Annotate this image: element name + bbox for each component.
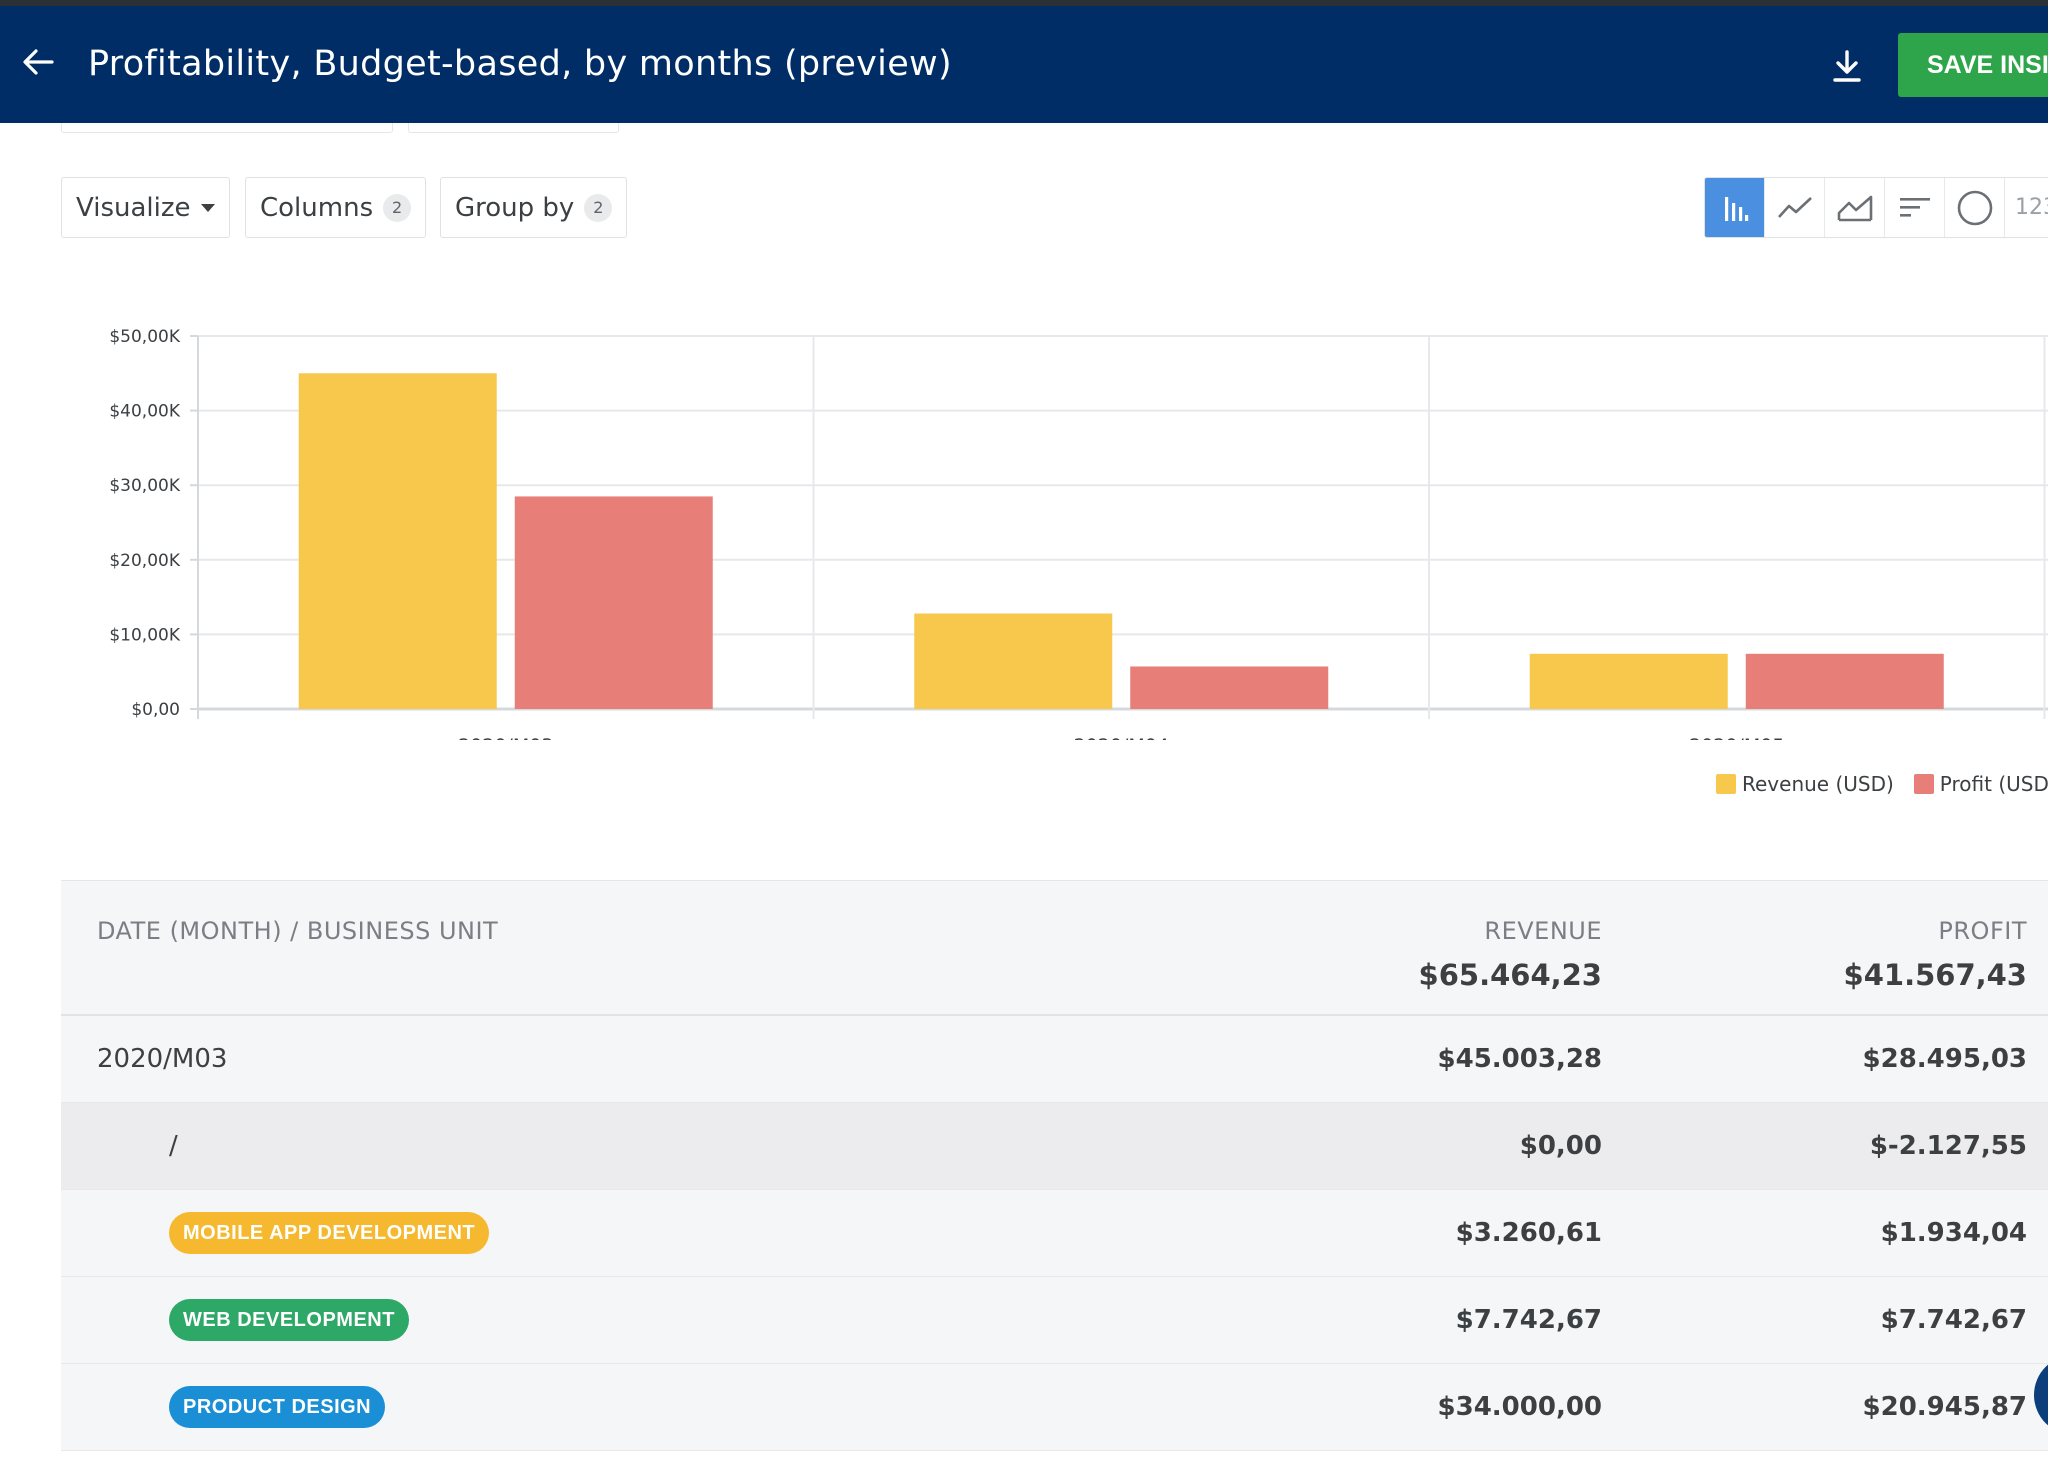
row-label: 2020/M03 [97,1044,228,1074]
column-header-revenue[interactable]: REVENUE [1484,917,1602,945]
view-bar-chart-button[interactable] [1705,178,1765,237]
table-row-month[interactable]: 2020/M03 $45.003,28 $28.495,03 [61,1016,2048,1103]
y-tick-label: $40,00K [109,402,180,422]
row-revenue: $0,00 [1519,1131,1602,1161]
table-header: DATE (MONTH) / BUSINESS UNIT REVENUE PRO… [61,880,2048,1016]
app-header: Profitability, Budget-based, by months (… [0,6,2048,123]
business-unit-tag[interactable]: MOBILE APP DEVELOPMENT [169,1212,490,1254]
download-button[interactable] [1828,46,1866,88]
profit-bar [1130,666,1329,709]
legend-item-revenue: Revenue (USD) [1716,772,1894,796]
column-header-label[interactable]: DATE (MONTH) / BUSINESS UNIT [97,917,499,945]
legend-item-profit: Profit (USD) [1913,772,2048,796]
page-title: Profitability, Budget-based, by months (… [88,44,952,84]
profit-bar [1745,653,1944,709]
table-row[interactable]: / $0,00 $-2.127,55 [61,1103,2048,1190]
x-tick-label: 2020/M05 [1689,735,1784,740]
y-tick-label: $20,00K [109,551,180,571]
back-button[interactable] [18,42,58,82]
total-revenue: $65.464,23 [1418,958,1602,992]
row-label: / [169,1131,178,1161]
view-pie-chart-button[interactable] [1945,178,2005,237]
revenue-bar [1529,653,1728,709]
business-unit-tag[interactable]: WEB DEVELOPMENT [169,1299,409,1341]
data-table: DATE (MONTH) / BUSINESS UNIT REVENUE PRO… [61,880,2048,1451]
column-header-profit[interactable]: PROFIT [1938,917,2027,945]
row-revenue: $3.260,61 [1455,1218,1602,1248]
bar-chart: $0,00 $10,00K $20,00K $30,00K $40,00K $50,00K… [109,327,2048,740]
columns-count-badge: 2 [383,193,412,222]
view-number-button[interactable]: 123 [2015,195,2048,220]
y-tick-label: $50,00K [109,327,180,347]
view-line-chart-button[interactable] [1765,178,1825,237]
columns-label: Columns [260,192,374,223]
row-profit: $7.742,67 [1880,1305,2027,1335]
x-tick-label: 2020/M04 [1074,735,1169,740]
group-by-label: Group by [455,192,575,223]
table-row[interactable]: MOBILE APP DEVELOPMENT $3.260,61 $1.934,… [61,1190,2048,1277]
chart-legend: Revenue (USD) Profit (USD) [1716,772,2048,796]
row-profit: $20.945,87 [1862,1392,2027,1422]
bar-chart-icon [1724,196,1748,221]
visualize-dropdown[interactable]: Visualize [61,177,230,238]
area-chart-icon [1837,195,1872,221]
group-by-count-badge: 2 [584,193,613,222]
filter-field[interactable] [408,123,619,133]
view-area-chart-button[interactable] [1825,178,1885,237]
window-top-strip [0,0,2048,6]
caret-down-icon [200,203,215,212]
visualize-label: Visualize [76,192,191,223]
business-unit-tag[interactable]: PRODUCT DESIGN [169,1386,386,1428]
view-mode-switch: 123 [1704,177,2048,238]
revenue-bar [298,373,497,709]
filter-field[interactable] [61,123,393,133]
row-profit: $-2.127,55 [1869,1131,2027,1161]
y-tick-label: $30,00K [109,476,180,496]
sort-list-icon [1899,197,1930,217]
legend-swatch-profit [1913,774,1934,794]
columns-button[interactable]: Columns 2 [245,177,427,238]
download-icon [1833,50,1861,82]
y-tick-label: $0,00 [131,700,180,720]
row-revenue: $7.742,67 [1455,1305,1602,1335]
pie-chart-icon [1957,190,1992,225]
profit-bar [514,496,713,709]
table-row[interactable]: WEB DEVELOPMENT $7.742,67 $7.742,67 [61,1277,2048,1364]
revenue-bar [914,613,1113,709]
legend-swatch-revenue [1716,774,1736,794]
row-revenue: $45.003,28 [1437,1044,1602,1074]
legend-label-revenue: Revenue (USD) [1742,772,1894,796]
save-insight-button[interactable]: SAVE INSIGHT [1898,33,2048,97]
arrow-left-icon [23,49,54,75]
row-profit: $1.934,04 [1880,1218,2027,1248]
table-row[interactable]: PRODUCT DESIGN $34.000,00 $20.945,87 [61,1364,2048,1451]
y-tick-label: $10,00K [109,625,180,645]
row-revenue: $34.000,00 [1437,1392,1602,1422]
line-chart-icon [1777,196,1812,218]
row-profit: $28.495,03 [1862,1044,2027,1074]
legend-label-profit: Profit (USD) [1939,772,2048,796]
group-by-button[interactable]: Group by 2 [440,177,628,238]
view-list-button[interactable] [1885,178,1945,237]
x-tick-label: 2020/M03 [458,735,553,740]
total-profit: $41.567,43 [1843,958,2027,992]
